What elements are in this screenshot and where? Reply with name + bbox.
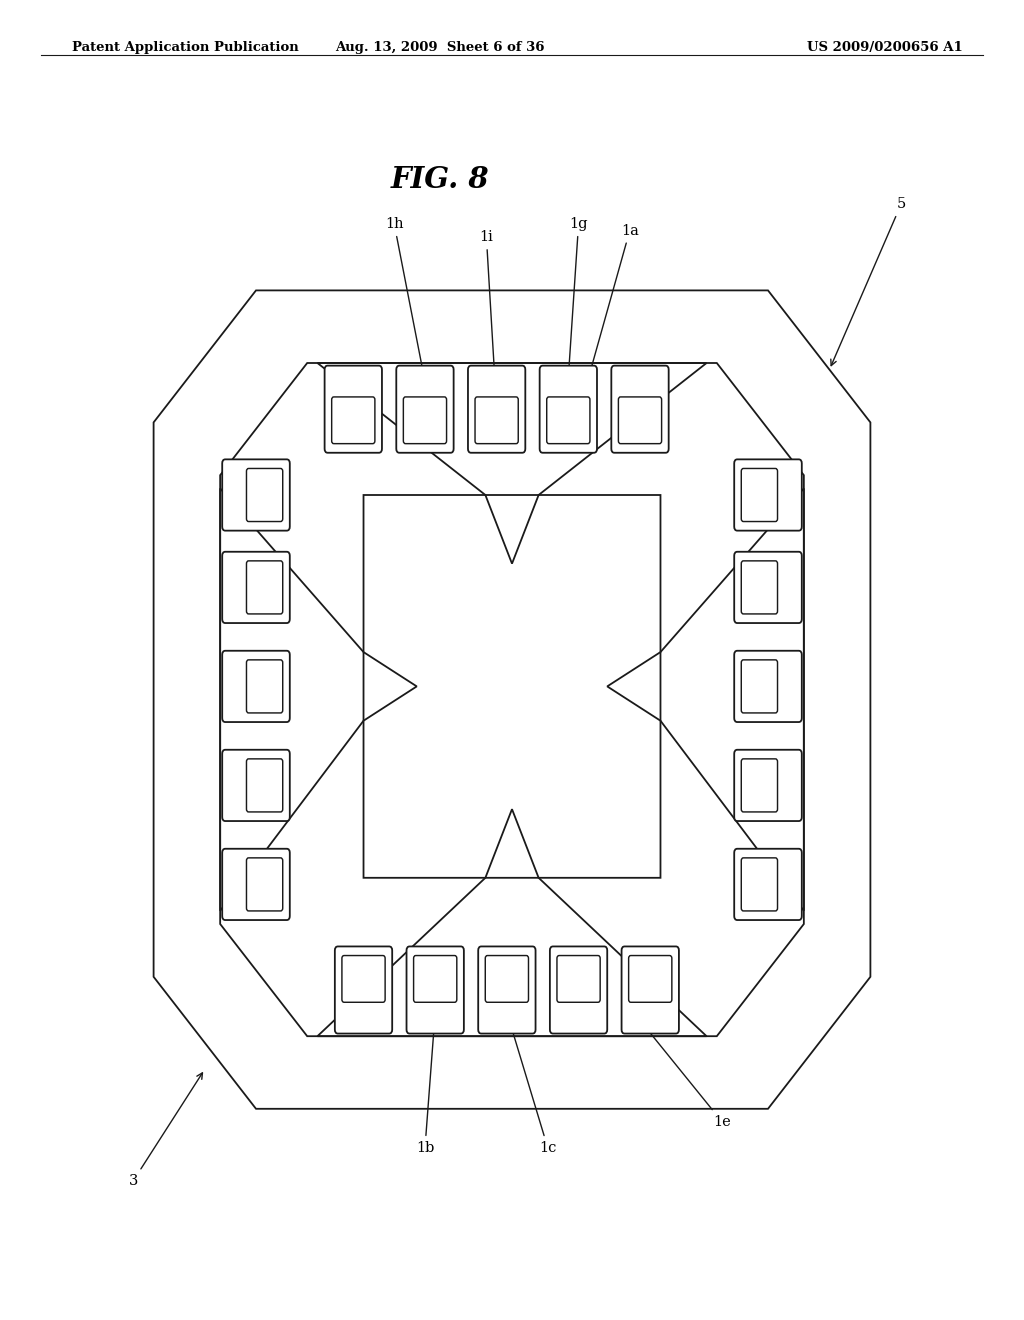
FancyBboxPatch shape <box>611 366 669 453</box>
FancyBboxPatch shape <box>557 956 600 1002</box>
FancyBboxPatch shape <box>741 858 777 911</box>
FancyBboxPatch shape <box>734 849 802 920</box>
FancyBboxPatch shape <box>550 946 607 1034</box>
Text: FIG. 8: FIG. 8 <box>391 165 489 194</box>
FancyBboxPatch shape <box>247 759 283 812</box>
FancyBboxPatch shape <box>247 660 283 713</box>
FancyBboxPatch shape <box>741 660 777 713</box>
Text: 1h: 1h <box>385 216 426 378</box>
FancyBboxPatch shape <box>342 956 385 1002</box>
Text: 3: 3 <box>128 1073 203 1188</box>
Text: Patent Application Publication: Patent Application Publication <box>72 41 298 54</box>
FancyBboxPatch shape <box>478 946 536 1034</box>
FancyBboxPatch shape <box>734 651 802 722</box>
FancyBboxPatch shape <box>618 397 662 444</box>
FancyBboxPatch shape <box>468 366 525 453</box>
FancyBboxPatch shape <box>414 956 457 1002</box>
Text: 1g: 1g <box>566 216 588 374</box>
Text: 5: 5 <box>830 197 906 366</box>
FancyBboxPatch shape <box>734 750 802 821</box>
FancyBboxPatch shape <box>540 366 597 453</box>
FancyBboxPatch shape <box>222 459 290 531</box>
FancyBboxPatch shape <box>741 561 777 614</box>
FancyBboxPatch shape <box>222 750 290 821</box>
FancyBboxPatch shape <box>325 366 382 453</box>
Text: Aug. 13, 2009  Sheet 6 of 36: Aug. 13, 2009 Sheet 6 of 36 <box>336 41 545 54</box>
FancyBboxPatch shape <box>741 469 777 521</box>
FancyBboxPatch shape <box>622 946 679 1034</box>
Text: 1c: 1c <box>507 1016 556 1155</box>
FancyBboxPatch shape <box>332 397 375 444</box>
FancyBboxPatch shape <box>741 759 777 812</box>
Text: 1e: 1e <box>643 1024 731 1129</box>
Text: 1i: 1i <box>479 230 499 405</box>
FancyBboxPatch shape <box>403 397 446 444</box>
FancyBboxPatch shape <box>247 858 283 911</box>
FancyBboxPatch shape <box>247 561 283 614</box>
FancyBboxPatch shape <box>407 946 464 1034</box>
FancyBboxPatch shape <box>222 552 290 623</box>
FancyBboxPatch shape <box>335 946 392 1034</box>
FancyBboxPatch shape <box>396 366 454 453</box>
FancyBboxPatch shape <box>734 552 802 623</box>
FancyBboxPatch shape <box>247 469 283 521</box>
FancyBboxPatch shape <box>222 849 290 920</box>
FancyBboxPatch shape <box>222 651 290 722</box>
FancyBboxPatch shape <box>629 956 672 1002</box>
Text: US 2009/0200656 A1: US 2009/0200656 A1 <box>807 41 963 54</box>
FancyBboxPatch shape <box>485 956 528 1002</box>
Text: 1b: 1b <box>416 1016 437 1155</box>
FancyBboxPatch shape <box>475 397 518 444</box>
FancyBboxPatch shape <box>547 397 590 444</box>
Text: 1a: 1a <box>579 223 639 409</box>
FancyBboxPatch shape <box>734 459 802 531</box>
